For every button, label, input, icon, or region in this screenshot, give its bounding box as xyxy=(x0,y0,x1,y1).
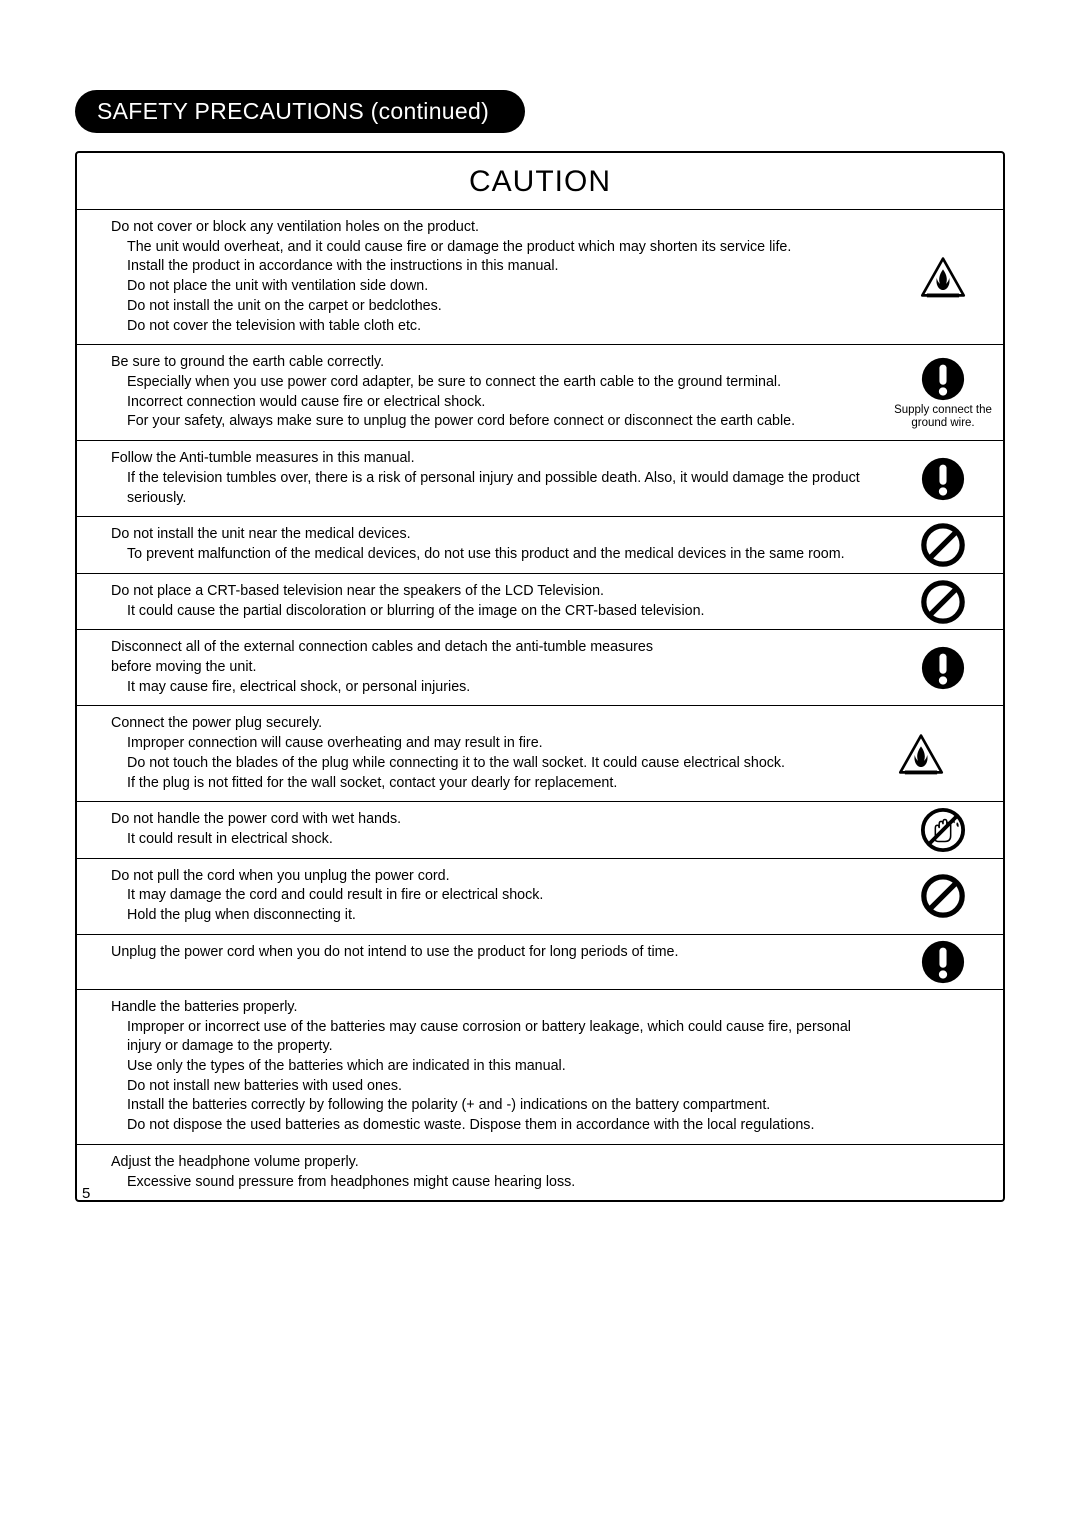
fire-triangle-icon xyxy=(898,733,944,775)
caution-items: Do not cover or block any ventilation ho… xyxy=(77,210,1003,1200)
caution-item: Do not pull the cord when you unplug the… xyxy=(77,859,1003,935)
item-head-line: Do not handle the power cord with wet ha… xyxy=(111,810,877,830)
item-sub-line: Do not place the unit with ventilation s… xyxy=(111,277,877,297)
item-head-line: Do not pull the cord when you unplug the… xyxy=(111,867,877,887)
item-icon-cell xyxy=(883,441,1003,516)
fire-triangle-icon xyxy=(920,256,966,298)
item-sub-line: If the plug is not fitted for the wall s… xyxy=(111,774,877,794)
item-head-line: Disconnect all of the external connectio… xyxy=(111,638,877,658)
item-icon-cell xyxy=(883,990,1003,1144)
caution-item: Be sure to ground the earth cable correc… xyxy=(77,345,1003,441)
wet-hand-icon xyxy=(920,807,966,853)
item-head-line: Handle the batteries properly. xyxy=(111,998,877,1018)
caution-item: Do not install the unit near the medical… xyxy=(77,517,1003,573)
item-sub-line: Do not cover the television with table c… xyxy=(111,317,877,337)
item-sub-line: If the television tumbles over, there is… xyxy=(111,469,877,508)
section-header: SAFETY PRECAUTIONS (continued) xyxy=(75,90,525,133)
caution-item: Disconnect all of the external connectio… xyxy=(77,630,1003,706)
item-icon-cell: Supply connect the ground wire. xyxy=(883,345,1003,440)
caution-item: Do not place a CRT-based television near… xyxy=(77,574,1003,630)
item-icon-cell xyxy=(883,517,1003,572)
item-head-line: Do not place a CRT-based television near… xyxy=(111,582,877,602)
caution-item: Do not handle the power cord with wet ha… xyxy=(77,802,1003,858)
item-text: Connect the power plug securely.Improper… xyxy=(77,706,883,801)
item-icon-cell xyxy=(883,859,1003,934)
icon-caption: Supply connect the ground wire. xyxy=(885,404,1001,430)
page-number: 5 xyxy=(82,1185,90,1202)
item-text: Do not cover or block any ventilation ho… xyxy=(77,210,883,344)
item-sub-line: It may cause fire, electrical shock, or … xyxy=(111,678,877,698)
exclaim-circle-icon xyxy=(920,456,966,502)
item-sub-line: Use only the types of the batteries whic… xyxy=(111,1057,877,1077)
item-icon-cell xyxy=(883,802,1003,857)
item-sub-line: Do not dispose the used batteries as dom… xyxy=(111,1116,877,1136)
exclaim-circle-icon xyxy=(920,356,966,402)
exclaim-circle-icon xyxy=(920,645,966,691)
page: SAFETY PRECAUTIONS (continued) CAUTION D… xyxy=(0,0,1080,1242)
prohibit-icon xyxy=(920,873,966,919)
item-text: Follow the Anti-tumble measures in this … xyxy=(77,441,883,516)
item-icon-cell xyxy=(883,630,1003,705)
item-sub-line: For your safety, always make sure to unp… xyxy=(111,412,877,432)
item-sub-line: Incorrect connection would cause fire or… xyxy=(111,393,877,413)
caution-box: CAUTION Do not cover or block any ventil… xyxy=(75,151,1005,1202)
item-head-line: before moving the unit. xyxy=(111,658,877,678)
item-sub-line: Especially when you use power cord adapt… xyxy=(111,373,877,393)
caution-item: Connect the power plug securely.Improper… xyxy=(77,706,1003,802)
item-text: Do not handle the power cord with wet ha… xyxy=(77,802,883,857)
item-sub-line: Hold the plug when disconnecting it. xyxy=(111,906,877,926)
item-text: Handle the batteries properly.Improper o… xyxy=(77,990,883,1144)
item-icon-cell xyxy=(883,210,1003,344)
item-sub-line: Improper connection will cause overheati… xyxy=(111,734,877,754)
exclaim-circle-icon xyxy=(920,939,966,985)
item-icon-cell xyxy=(883,1145,1003,1200)
item-head-line: Do not cover or block any ventilation ho… xyxy=(111,218,877,238)
item-sub-line: Excessive sound pressure from headphones… xyxy=(111,1173,877,1193)
item-sub-line: Install the batteries correctly by follo… xyxy=(111,1096,877,1116)
caution-item: Unplug the power cord when you do not in… xyxy=(77,935,1003,990)
item-head-line: Connect the power plug securely. xyxy=(111,714,877,734)
caution-title: CAUTION xyxy=(77,153,1003,210)
item-text: Unplug the power cord when you do not in… xyxy=(77,935,883,989)
item-head-line: Be sure to ground the earth cable correc… xyxy=(111,353,877,373)
item-sub-line: It may damage the cord and could result … xyxy=(111,886,877,906)
prohibit-icon xyxy=(920,579,966,625)
item-sub-line: Do not install the unit on the carpet or… xyxy=(111,297,877,317)
item-sub-line: It could cause the partial discoloration… xyxy=(111,602,877,622)
item-text: Adjust the headphone volume properly.Exc… xyxy=(77,1145,883,1200)
item-icon-cell xyxy=(883,706,1003,801)
item-head-line: Follow the Anti-tumble measures in this … xyxy=(111,449,877,469)
item-head-line: Do not install the unit near the medical… xyxy=(111,525,877,545)
caution-item: Do not cover or block any ventilation ho… xyxy=(77,210,1003,345)
item-sub-line: Do not install new batteries with used o… xyxy=(111,1077,877,1097)
item-text: Do not install the unit near the medical… xyxy=(77,517,883,572)
item-sub-line: The unit would overheat, and it could ca… xyxy=(111,238,877,258)
item-text: Disconnect all of the external connectio… xyxy=(77,630,883,705)
prohibit-icon xyxy=(920,522,966,568)
item-sub-line: Improper or incorrect use of the batteri… xyxy=(111,1018,877,1057)
caution-item: Adjust the headphone volume properly.Exc… xyxy=(77,1145,1003,1200)
caution-item: Handle the batteries properly.Improper o… xyxy=(77,990,1003,1145)
item-head-line: Adjust the headphone volume properly. xyxy=(111,1153,877,1173)
item-text: Do not pull the cord when you unplug the… xyxy=(77,859,883,934)
item-head-line: Unplug the power cord when you do not in… xyxy=(111,943,877,963)
item-text: Do not place a CRT-based television near… xyxy=(77,574,883,629)
item-text: Be sure to ground the earth cable correc… xyxy=(77,345,883,440)
item-sub-line: Do not touch the blades of the plug whil… xyxy=(111,754,877,774)
item-sub-line: It could result in electrical shock. xyxy=(111,830,877,850)
item-sub-line: To prevent malfunction of the medical de… xyxy=(111,545,877,565)
item-sub-line: Install the product in accordance with t… xyxy=(111,257,877,277)
item-icon-cell xyxy=(883,935,1003,989)
item-icon-cell xyxy=(883,574,1003,629)
caution-item: Follow the Anti-tumble measures in this … xyxy=(77,441,1003,517)
